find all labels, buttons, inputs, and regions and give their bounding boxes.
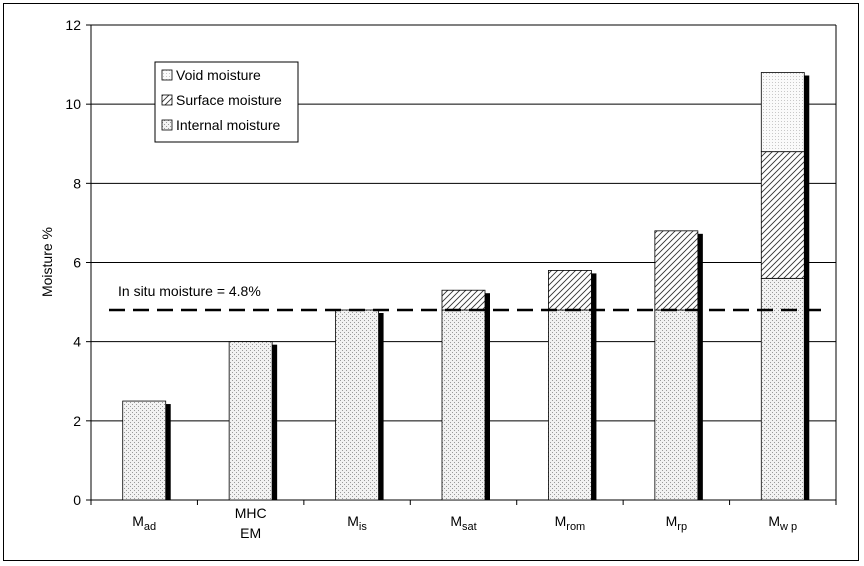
legend-label: Internal moisture: [176, 117, 280, 133]
bar-segment-internal-moisture: [548, 309, 592, 501]
x-tick-label: Mis: [347, 513, 367, 533]
y-tick-label: 2: [73, 413, 81, 429]
axes: 0 2 4 6 8 10 12: [65, 17, 837, 508]
y-tick-label: 0: [73, 492, 81, 508]
legend-label: Void moisture: [176, 67, 261, 83]
reference-line-group: In situ moisture = 4.8%: [109, 283, 822, 312]
bar-shadow: [378, 313, 384, 500]
legend-swatch: [161, 69, 173, 81]
y-tick-label: 6: [73, 255, 81, 271]
y-axis-label: Moisture %: [39, 227, 55, 297]
x-tick-label: Mw p: [768, 513, 797, 533]
x-tick-label: MHC EM: [235, 505, 267, 541]
bar-segment-internal-moisture: [760, 277, 805, 501]
x-tick-labels: Mad MHC EM Mis Msat Mrom Mrp Mw p: [132, 505, 797, 541]
x-tick-label: Mad: [132, 513, 156, 533]
y-tick-label: 12: [65, 17, 81, 33]
bar-segment-internal-moisture: [122, 400, 167, 501]
legend-box: [154, 61, 299, 143]
bars: [122, 72, 810, 501]
bar-shadow: [485, 293, 490, 500]
bar-shadow: [165, 404, 171, 500]
bar-segment-internal-moisture: [654, 309, 699, 501]
bar-segment-internal-moisture: [228, 341, 273, 501]
y-tick-label: 10: [65, 96, 81, 112]
reference-line-label: In situ moisture = 4.8%: [118, 283, 261, 299]
y-tick-label: 8: [73, 175, 81, 191]
legend: Void moisture Surface moisture Internal mo…: [154, 61, 299, 143]
bar-segment-internal-moisture: [335, 309, 379, 501]
bar-segment-void-moisture: [760, 72, 805, 153]
bar-shadow: [591, 273, 597, 500]
x-tick-label: Mrp: [666, 513, 687, 533]
legend-swatch: [161, 119, 173, 131]
gridlines: [91, 24, 836, 501]
bar-segment-surface-moisture: [548, 270, 592, 311]
bar-shadow: [272, 344, 278, 500]
bar-segment-surface-moisture: [441, 289, 486, 311]
bar-segment-internal-moisture: [441, 309, 486, 501]
bar-shadow: [804, 75, 810, 500]
bar-shadow: [697, 233, 703, 501]
legend-swatch: [161, 94, 173, 106]
y-tick-label: 4: [73, 334, 81, 350]
x-tick-label: Msat: [450, 513, 476, 533]
x-tick-label: Mrom: [555, 513, 586, 533]
legend-label: Surface moisture: [176, 92, 282, 108]
bar-segment-surface-moisture: [654, 230, 699, 311]
bar-segment-surface-moisture: [760, 151, 805, 279]
